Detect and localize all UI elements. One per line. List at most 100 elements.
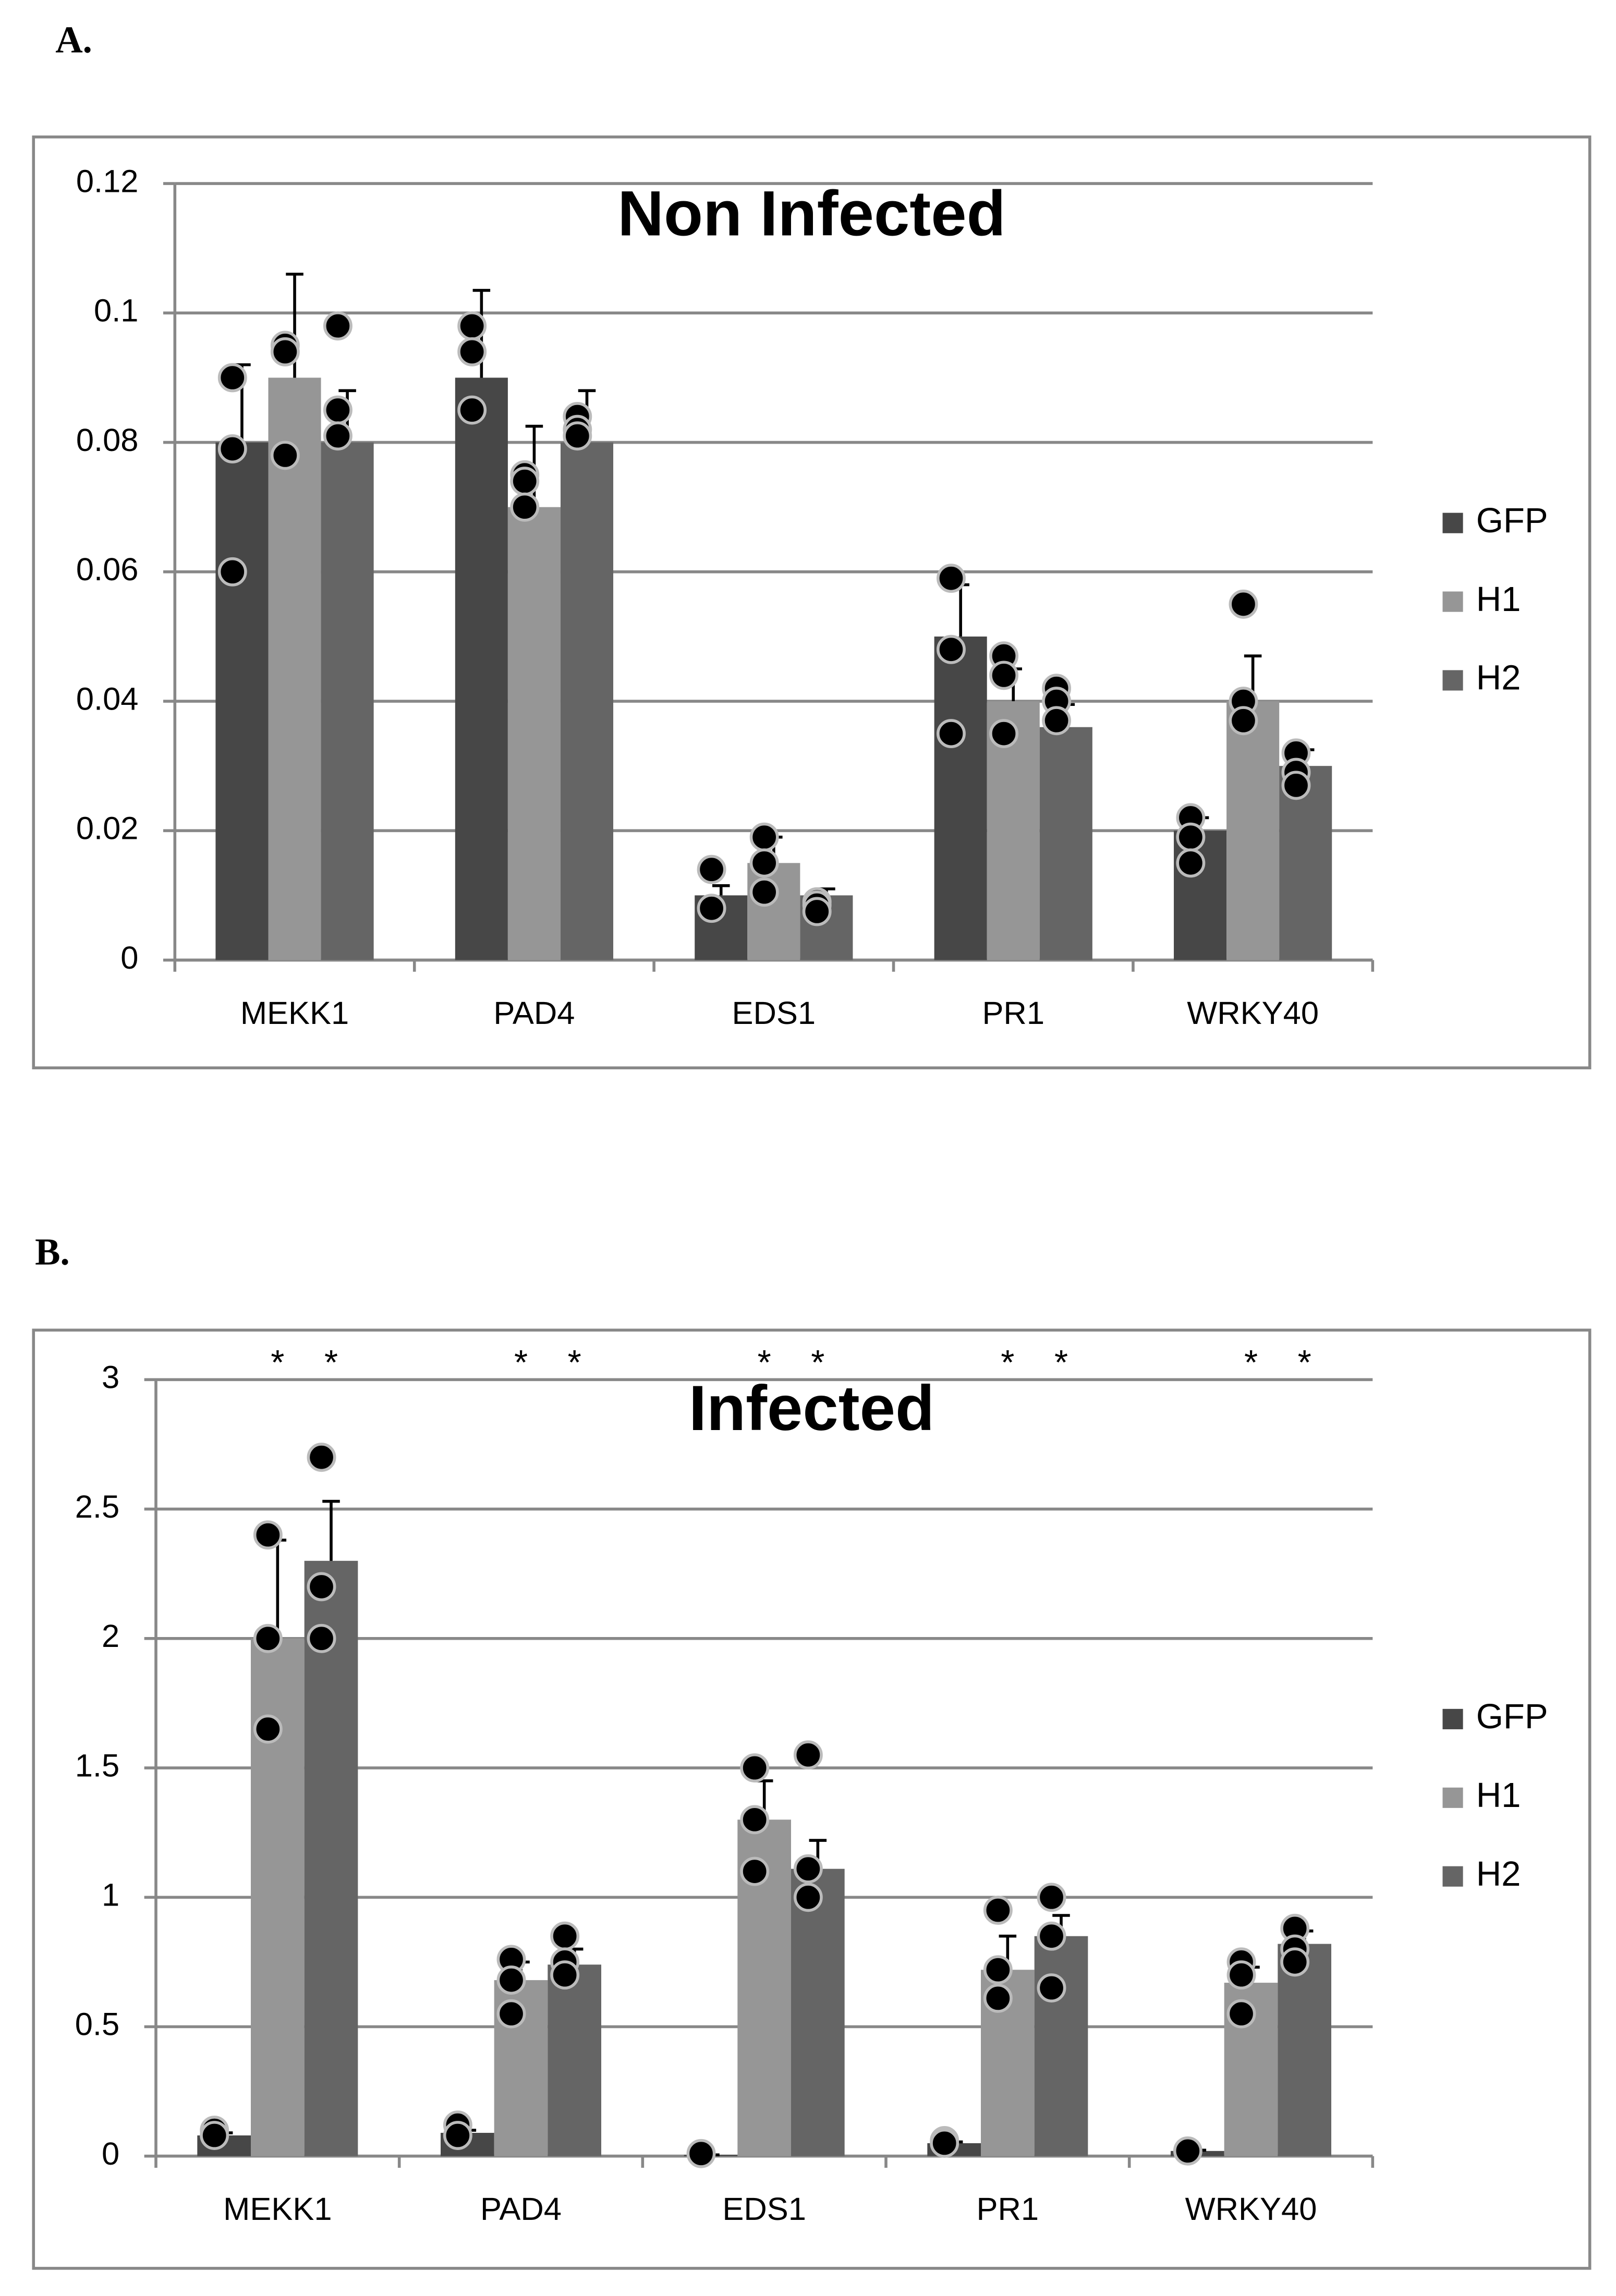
data-point	[200, 2121, 229, 2150]
data-point	[1281, 771, 1311, 800]
panel-label: B.	[35, 1230, 70, 1273]
legend-label: GFP	[1476, 1697, 1548, 1736]
y-tick-label: 0.1	[94, 293, 138, 329]
data-point	[983, 1955, 1013, 1985]
x-tick-label: EDS1	[732, 995, 816, 1031]
data-point	[793, 1740, 823, 1770]
data-point	[253, 1520, 283, 1550]
data-point	[253, 1714, 283, 1744]
x-tick-label: EDS1	[722, 2191, 806, 2227]
data-point	[937, 719, 966, 749]
data-point	[496, 1965, 526, 1995]
bar	[1174, 831, 1227, 960]
data-point	[550, 1960, 580, 1990]
x-tick-label: PAD4	[493, 995, 575, 1031]
data-point	[443, 2121, 472, 2150]
data-point	[550, 1921, 580, 1951]
data-point	[983, 1896, 1013, 1925]
data-point	[323, 311, 353, 341]
legend-label: H1	[1476, 580, 1521, 619]
data-point	[217, 363, 247, 393]
legend-swatch	[1442, 670, 1463, 691]
significance-mark: *	[1001, 1343, 1014, 1382]
data-point	[217, 434, 247, 463]
y-tick-label: 2.5	[75, 1489, 119, 1525]
data-point	[989, 719, 1018, 749]
y-tick-label: 0.04	[76, 681, 139, 717]
data-point	[697, 854, 726, 884]
legend-swatch	[1442, 512, 1463, 533]
significance-mark: *	[811, 1343, 824, 1382]
data-point	[510, 467, 540, 496]
significance-mark: *	[568, 1343, 581, 1382]
data-point	[457, 311, 487, 341]
x-tick-label: MEKK1	[240, 995, 349, 1031]
data-point	[270, 441, 300, 470]
significance-mark: *	[324, 1343, 338, 1382]
legend-swatch	[1442, 591, 1463, 612]
data-point	[457, 395, 487, 425]
x-tick-label: PAD4	[480, 2191, 562, 2227]
data-point	[323, 395, 353, 425]
data-point	[983, 1983, 1013, 2013]
y-tick-label: 2	[102, 1618, 119, 1654]
y-tick-label: 0.5	[75, 2007, 119, 2043]
data-point	[1176, 848, 1206, 878]
y-tick-label: 0	[102, 2136, 119, 2172]
data-point	[496, 1999, 526, 2029]
bar	[1034, 1936, 1088, 2156]
data-point	[930, 2128, 959, 2158]
data-point	[989, 661, 1018, 690]
data-point	[323, 421, 353, 451]
bar	[321, 442, 374, 960]
chart-frame	[32, 135, 1591, 1070]
bar	[268, 377, 321, 960]
legend-swatch	[1442, 1708, 1463, 1729]
bar	[304, 1560, 358, 2156]
data-point	[1037, 1921, 1066, 1951]
legend-label: GFP	[1476, 501, 1548, 540]
y-tick-label: 0.08	[76, 422, 139, 458]
bar	[1279, 766, 1332, 960]
x-tick-label: WRKY40	[1187, 995, 1319, 1031]
y-tick-label: 0.02	[76, 811, 139, 847]
bar	[215, 442, 269, 960]
data-point	[307, 1623, 336, 1653]
data-point	[740, 1857, 770, 1886]
data-point	[457, 337, 487, 367]
bar	[455, 377, 508, 960]
chart-title: Infected	[689, 1373, 934, 1444]
data-point	[1042, 706, 1072, 736]
data-point	[253, 1623, 283, 1653]
y-tick-label: 0	[120, 940, 138, 976]
data-point	[1226, 1960, 1256, 1990]
data-point	[793, 1854, 823, 1884]
data-point	[1037, 1883, 1066, 1912]
panel-label: A.	[55, 19, 92, 61]
y-tick-label: 1	[102, 1877, 119, 1913]
x-tick-label: WRKY40	[1185, 2191, 1317, 2227]
data-point	[307, 1572, 336, 1602]
significance-mark: *	[1298, 1343, 1311, 1382]
significance-mark: *	[271, 1343, 284, 1382]
data-point	[1173, 2136, 1202, 2166]
y-tick-label: 1.5	[75, 1748, 119, 1784]
data-point	[307, 1443, 336, 1472]
bar	[251, 1638, 305, 2156]
data-point	[749, 822, 779, 852]
legend-label: H1	[1476, 1776, 1521, 1815]
data-point	[749, 848, 779, 878]
bar	[747, 863, 800, 960]
data-point	[1280, 1947, 1310, 1977]
significance-mark: *	[1244, 1343, 1258, 1382]
data-point	[1229, 706, 1258, 736]
data-point	[217, 557, 247, 587]
data-point	[793, 1883, 823, 1912]
data-point	[802, 897, 832, 926]
y-tick-label: 0.12	[76, 163, 139, 199]
data-point	[740, 1805, 770, 1835]
x-tick-label: MEKK1	[223, 2191, 332, 2227]
data-point	[937, 564, 966, 593]
bar	[1278, 1944, 1332, 2156]
